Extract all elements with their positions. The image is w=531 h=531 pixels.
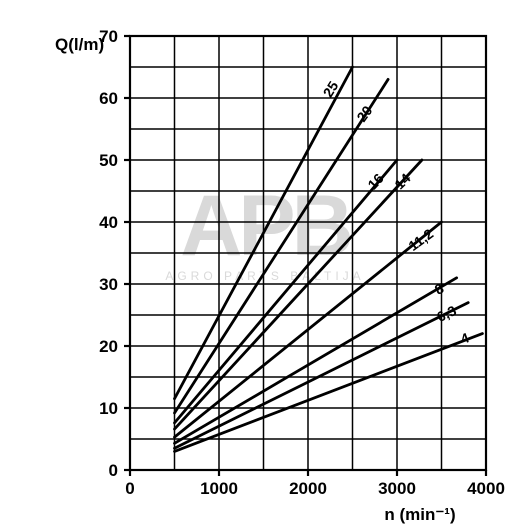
chart-page: APBAGRO PARTS BALTIJA2520161411,286,3401… <box>0 0 531 531</box>
ytick-label: 0 <box>109 461 118 480</box>
xtick-label: 4000 <box>467 479 505 498</box>
ytick-label: 40 <box>99 213 118 232</box>
ytick-label: 50 <box>99 151 118 170</box>
xtick-label: 1000 <box>200 479 238 498</box>
ytick-label: 20 <box>99 337 118 356</box>
xtick-label: 2000 <box>289 479 327 498</box>
ytick-label: 10 <box>99 399 118 418</box>
ytick-label: 30 <box>99 275 118 294</box>
chart-svg: APBAGRO PARTS BALTIJA2520161411,286,3401… <box>0 0 531 531</box>
watermark-logo: APB <box>180 178 350 274</box>
ytick-label: 60 <box>99 89 118 108</box>
pump-flow-chart: APBAGRO PARTS BALTIJA2520161411,286,3401… <box>0 0 531 531</box>
xtick-label: 3000 <box>378 479 416 498</box>
xlabel: n (min⁻¹) <box>384 505 455 524</box>
ylabel: Q(l/m) <box>55 35 104 54</box>
xtick-label: 0 <box>125 479 134 498</box>
